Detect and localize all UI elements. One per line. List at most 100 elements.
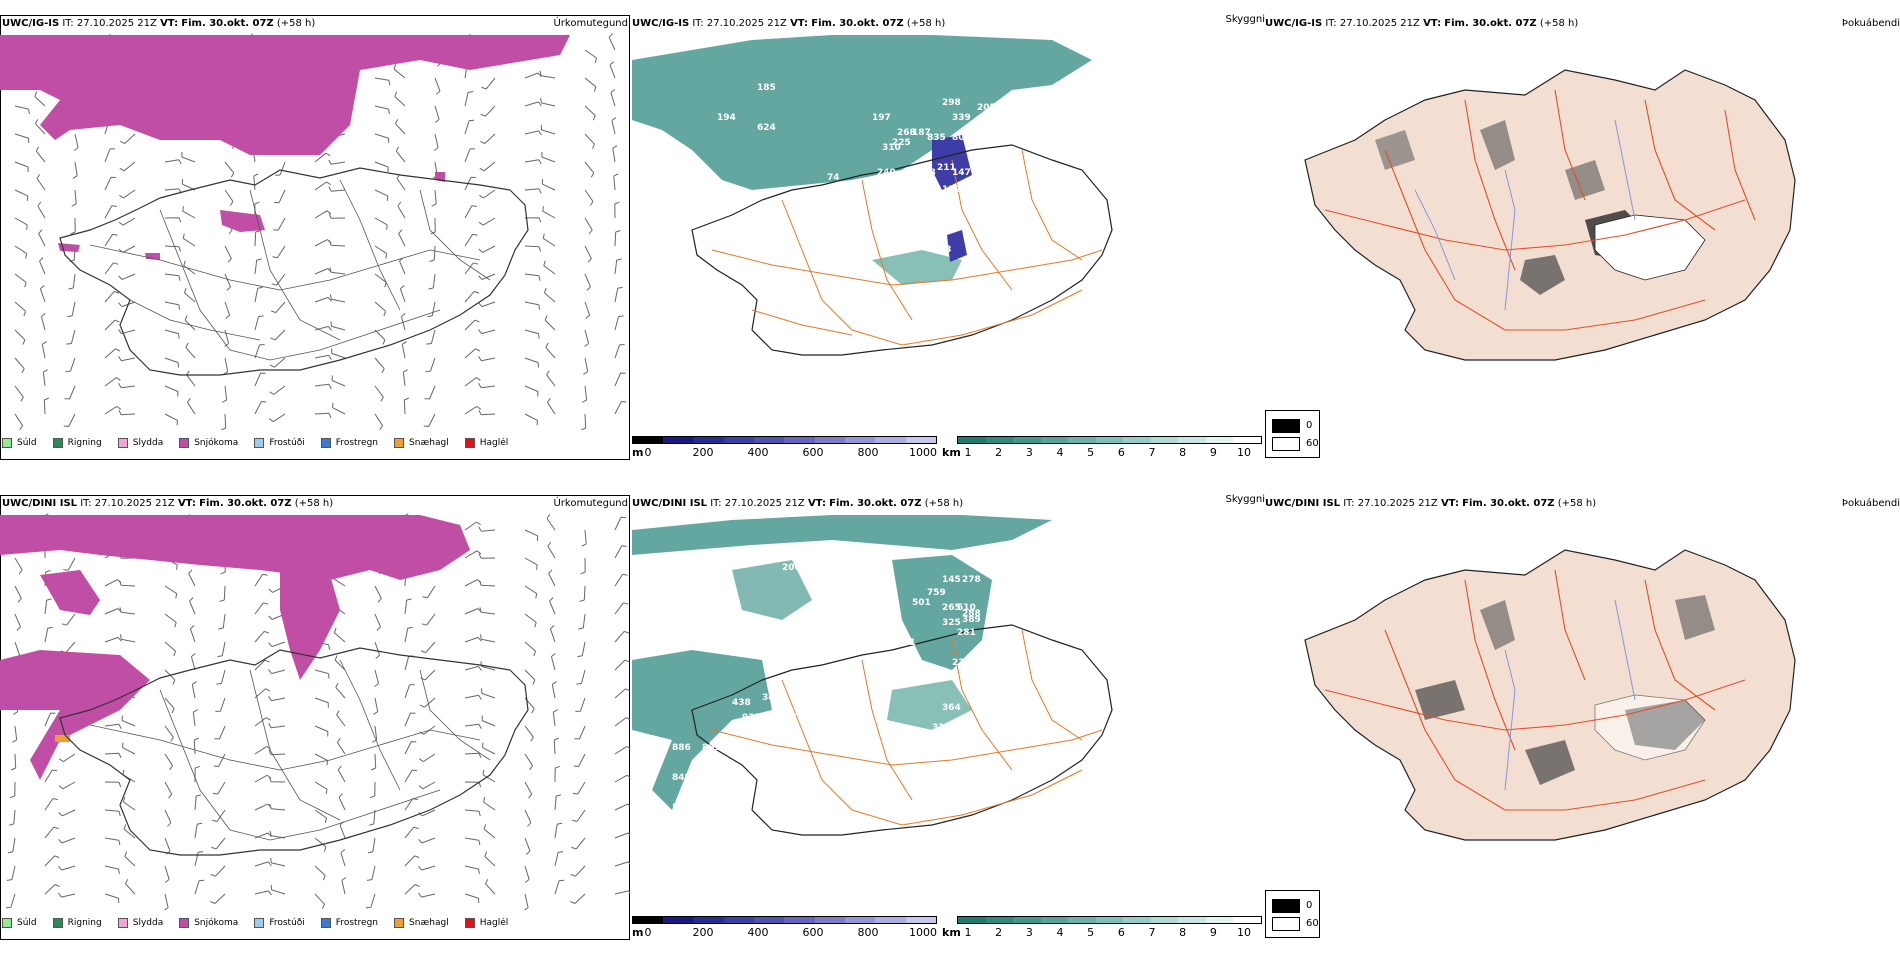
- wind-barb: [612, 145, 618, 163]
- cloudiness-map: [1304, 69, 1796, 361]
- legend-swatch: [52, 918, 63, 928]
- peak-label: 265: [942, 603, 961, 613]
- wind-barb: [211, 837, 226, 850]
- scale-tick: 3: [1025, 926, 1033, 939]
- peak-label: 610: [957, 603, 976, 613]
- scale-step: [845, 437, 876, 443]
- legend-swatch: [1272, 419, 1300, 433]
- dark-cloud-patch: [1480, 600, 1515, 650]
- wind-barb: [44, 798, 59, 811]
- peak-label: 600: [1012, 708, 1031, 718]
- wind-barb: [337, 765, 346, 783]
- scale-tick: 7: [1148, 926, 1156, 939]
- scale-tick: 10: [1237, 926, 1251, 939]
- wind-barb: [6, 865, 16, 881]
- wind-barb: [120, 133, 136, 144]
- wind-barb: [104, 723, 122, 729]
- wind-barb: [104, 752, 122, 759]
- wind-barb: [483, 796, 496, 811]
- wind-barb: [164, 613, 177, 628]
- wind-barb: [185, 342, 196, 359]
- road-network: [89, 659, 491, 841]
- scale-step: [663, 437, 694, 443]
- wind-barb: [524, 329, 540, 339]
- wind-barb: [584, 329, 590, 347]
- wind-barb: [524, 301, 541, 310]
- wind-barb: [35, 119, 46, 135]
- wind-barb: [189, 597, 196, 615]
- wind-barb: [614, 659, 630, 671]
- wind-barb: [614, 286, 623, 303]
- scale-tick: 2: [995, 446, 1003, 459]
- wind-barb: [164, 159, 182, 165]
- wind-barb: [374, 585, 382, 603]
- wind-barb: [254, 861, 272, 867]
- wind-barb: [68, 273, 76, 290]
- wind-barb: [224, 273, 231, 291]
- wind-barb: [433, 133, 439, 151]
- scale-tick: 2: [995, 926, 1003, 939]
- wind-barb: [614, 630, 630, 643]
- wind-barb: [478, 245, 496, 253]
- legend-swatch: [117, 438, 128, 448]
- legend-item: Súld: [2, 438, 37, 448]
- wind-barb: [314, 669, 330, 679]
- wind-barb: [328, 159, 346, 165]
- wind-barb: [14, 217, 28, 230]
- wind-barb: [335, 682, 346, 699]
- wind-barb: [275, 161, 286, 176]
- wind-barb: [543, 287, 556, 303]
- road-network: [1324, 89, 1756, 331]
- dark-cloud-patch: [1565, 160, 1605, 200]
- wind-barb: [213, 753, 226, 767]
- wind-barb: [464, 550, 482, 559]
- wind-barb: [222, 385, 228, 403]
- scale-step: [754, 437, 785, 443]
- wind-barb: [219, 585, 226, 602]
- wind-barb: [104, 148, 115, 163]
- wind-barb: [614, 890, 630, 895]
- legend-value: 60: [1306, 438, 1319, 449]
- wind-barb: [393, 64, 406, 79]
- wind-barb: [125, 879, 136, 895]
- wind-barb: [14, 329, 26, 345]
- wind-barb: [104, 579, 122, 587]
- scale-step: [784, 917, 815, 923]
- wind-barb: [329, 294, 346, 303]
- wind-barb: [464, 781, 482, 788]
- scale-step: [958, 917, 986, 923]
- wind-barb: [611, 117, 617, 135]
- wind-barb: [544, 315, 556, 331]
- scale-tick: 1: [964, 926, 972, 939]
- wind-barb: [14, 385, 24, 402]
- scale-step: [1095, 437, 1124, 443]
- wind-barb: [577, 641, 586, 658]
- legend-swatch: [320, 918, 331, 928]
- legend-value: 0: [1306, 420, 1313, 431]
- peak-label: 187: [912, 128, 931, 138]
- wind-barb: [63, 557, 76, 571]
- wind-barb: [42, 369, 48, 387]
- scale-unit-meters: m: [632, 446, 644, 459]
- wind-barb: [119, 161, 136, 172]
- wind-barb: [479, 580, 496, 587]
- wind-barb: [164, 725, 174, 742]
- wind-barb: [122, 742, 136, 755]
- wind-barb: [164, 357, 179, 368]
- scale-tick: 6: [1117, 446, 1125, 459]
- wind-barb: [575, 697, 586, 712]
- wind-barb: [464, 608, 482, 615]
- wind-barb: [269, 357, 286, 368]
- wind-barb: [44, 626, 53, 643]
- wind-barb: [545, 342, 556, 359]
- scale-step: [875, 437, 906, 443]
- wind-barb: [5, 893, 16, 909]
- wind-barb: [374, 77, 391, 86]
- peak-label: 122: [942, 185, 961, 195]
- wind-barb: [104, 636, 122, 643]
- wind-barb: [541, 179, 556, 191]
- peak-label: 74: [827, 173, 840, 183]
- wind-barb: [334, 655, 346, 671]
- wind-barb: [374, 105, 390, 115]
- wind-barb: [254, 803, 272, 811]
